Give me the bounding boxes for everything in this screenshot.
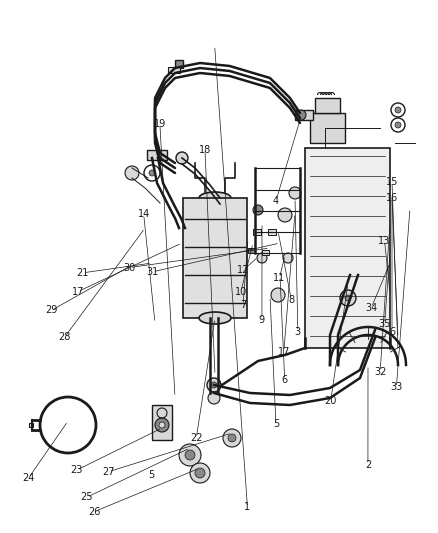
Text: 24: 24 (22, 473, 35, 483)
Circle shape (223, 429, 241, 447)
Ellipse shape (199, 312, 231, 324)
Circle shape (340, 290, 356, 306)
Bar (183, 198, 247, 318)
Ellipse shape (199, 192, 231, 204)
Bar (262, 250, 269, 255)
Circle shape (185, 450, 195, 460)
Text: 23: 23 (71, 465, 83, 475)
Bar (310, 113, 345, 143)
Bar (175, 60, 183, 68)
Text: 13: 13 (378, 236, 391, 246)
Text: 30: 30 (123, 263, 135, 272)
Bar (29, 423, 33, 427)
Circle shape (228, 434, 236, 442)
Text: 12: 12 (237, 265, 249, 275)
Circle shape (296, 110, 306, 120)
Bar (248, 248, 255, 253)
Circle shape (345, 295, 351, 301)
Text: 1: 1 (244, 503, 251, 512)
Circle shape (179, 444, 201, 466)
Text: 5: 5 (273, 419, 279, 429)
Circle shape (176, 152, 188, 164)
Text: 16: 16 (386, 193, 398, 203)
Circle shape (149, 170, 155, 176)
Text: 19: 19 (154, 119, 166, 128)
Text: 8: 8 (288, 295, 294, 304)
Text: 28: 28 (59, 332, 71, 342)
Bar (253, 229, 261, 235)
Text: 32: 32 (374, 367, 386, 376)
Bar (268, 229, 276, 235)
Text: 10: 10 (235, 287, 247, 296)
Circle shape (278, 208, 292, 222)
Circle shape (257, 253, 267, 263)
Text: 25: 25 (81, 492, 93, 502)
Text: 27: 27 (102, 467, 115, 477)
Text: 15: 15 (386, 177, 398, 187)
Bar (168, 67, 180, 73)
Bar (295, 110, 313, 120)
Text: 29: 29 (46, 305, 58, 315)
Bar (147, 150, 167, 160)
Text: 34: 34 (365, 303, 378, 312)
Text: 2: 2 (365, 460, 371, 470)
Circle shape (283, 253, 293, 263)
Text: 35: 35 (378, 319, 391, 328)
Circle shape (253, 205, 263, 215)
Text: 5: 5 (148, 471, 154, 480)
Text: 31: 31 (146, 267, 159, 277)
Circle shape (395, 122, 401, 128)
Text: 6: 6 (282, 375, 288, 385)
Text: 6: 6 (389, 327, 395, 336)
Text: 14: 14 (138, 209, 150, 219)
Text: 18: 18 (199, 146, 211, 155)
Circle shape (195, 468, 205, 478)
Text: 3: 3 (295, 327, 301, 336)
Text: 17: 17 (72, 287, 84, 296)
Text: 17: 17 (278, 347, 290, 357)
Circle shape (395, 107, 401, 113)
Circle shape (208, 392, 220, 404)
Bar (152, 405, 172, 440)
Text: 4: 4 (273, 196, 279, 206)
Text: 7: 7 (240, 300, 246, 310)
Text: 26: 26 (88, 507, 100, 516)
Text: 22: 22 (190, 433, 202, 443)
Text: 20: 20 (325, 396, 337, 406)
Circle shape (125, 166, 139, 180)
Circle shape (190, 463, 210, 483)
Bar (305, 148, 390, 348)
Text: 33: 33 (390, 383, 403, 392)
Circle shape (289, 187, 301, 199)
Circle shape (155, 418, 169, 432)
Text: 21: 21 (76, 268, 88, 278)
Circle shape (271, 288, 285, 302)
Circle shape (207, 378, 221, 392)
Circle shape (159, 422, 165, 428)
Bar (315, 98, 340, 113)
Circle shape (211, 382, 217, 388)
Text: 9: 9 (259, 315, 265, 325)
Text: 11: 11 (273, 273, 286, 283)
